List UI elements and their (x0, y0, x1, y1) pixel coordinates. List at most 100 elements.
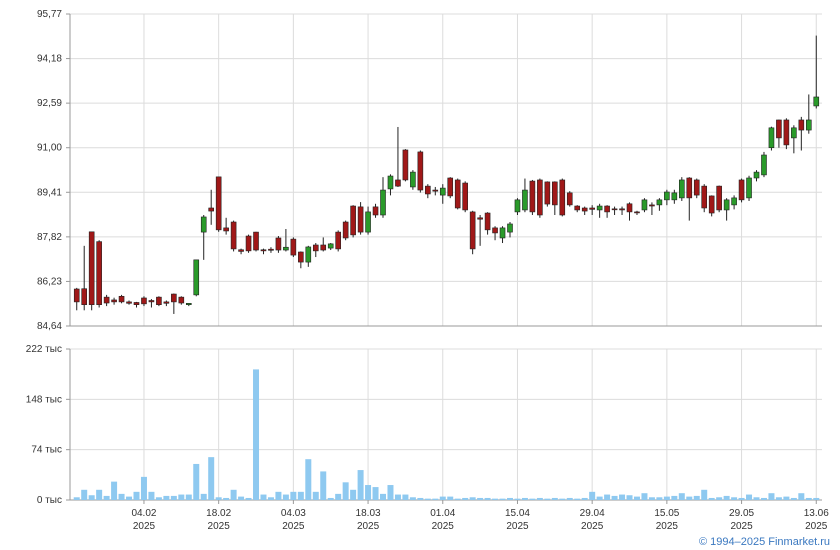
volume-bar (581, 497, 588, 500)
volume-bar (394, 494, 401, 500)
candle-body (73, 288, 80, 303)
volume-bar (805, 497, 812, 500)
candle-body (320, 244, 327, 251)
volume-bar (559, 498, 566, 500)
volume-bar (155, 497, 162, 500)
candle-body (447, 177, 454, 197)
volume-bar (723, 495, 730, 500)
volume-bar (320, 471, 327, 500)
volume-bar (462, 497, 469, 500)
volume-bar (566, 497, 573, 500)
volume-bar (409, 497, 416, 500)
volume-bar (148, 491, 155, 500)
candle-body (118, 295, 125, 303)
candle-body (454, 179, 461, 209)
volume-bar (619, 494, 626, 500)
volume-bar (432, 498, 439, 500)
candle-body (141, 297, 147, 305)
volume-bar (731, 497, 738, 500)
candle-body (619, 208, 625, 211)
volume-bar (73, 497, 80, 500)
volume-bar (589, 491, 596, 500)
x-tick-label: 04.03 2025 (281, 508, 306, 532)
volume-bar (245, 497, 252, 500)
candle-body (290, 238, 297, 256)
candle-body (425, 185, 431, 195)
candle-body (238, 249, 244, 252)
candle-body (716, 185, 722, 211)
volume-bar (813, 497, 820, 500)
volume-bar (521, 497, 528, 500)
candle-body (156, 296, 162, 305)
x-tick-label: 29.05 2025 (729, 508, 754, 532)
candle-body (529, 180, 536, 213)
volume-bar (327, 497, 334, 500)
volume-bar (768, 493, 775, 500)
candle-body (365, 211, 371, 233)
y-tick-label: 87,82 (37, 232, 62, 243)
volume-bar (506, 497, 513, 500)
candle-body (693, 179, 700, 196)
x-tick-label: 01.04 2025 (430, 508, 455, 532)
candle-body (686, 177, 693, 199)
volume-bar (387, 485, 394, 500)
volume-bar (357, 470, 364, 500)
candle-body (193, 259, 200, 296)
candle-body (387, 175, 394, 190)
y-tick-label: 86,23 (37, 276, 62, 287)
candle-body (723, 199, 730, 211)
candle-body (544, 181, 551, 205)
candle-body (499, 227, 506, 239)
y-tick-label: 84,64 (37, 321, 62, 332)
volume-bar (297, 491, 304, 500)
volume-bar (223, 497, 230, 500)
candle-body (798, 119, 805, 131)
volume-bar (499, 498, 506, 500)
volume-bar (671, 495, 678, 500)
volume-bar (424, 498, 431, 500)
candle-body (514, 199, 521, 213)
candle-body (111, 299, 117, 303)
volume-bar (798, 493, 805, 500)
volume-bar (365, 485, 372, 500)
candle-body (126, 301, 132, 304)
volume-bar (118, 493, 125, 500)
volume-bar (253, 369, 260, 500)
volume-bar (492, 498, 499, 500)
y-tick-label: 222 тыс (26, 344, 62, 355)
volume-bar (282, 494, 289, 500)
candle-body (708, 195, 715, 214)
volume-bar (790, 497, 797, 500)
volume-bar (290, 491, 297, 500)
volume-bar (312, 491, 319, 500)
candle-body (753, 171, 760, 179)
candle-body (432, 189, 439, 192)
candle-body (439, 187, 446, 196)
y-tick-label: 74 тыс (31, 445, 62, 456)
volume-bar (753, 497, 760, 500)
candle-body (783, 119, 790, 146)
candle-body (410, 171, 416, 188)
volume-bar (305, 459, 312, 500)
candle-body (185, 302, 192, 305)
volume-bar (447, 496, 454, 500)
volume-bar (335, 493, 342, 500)
volume-bar (170, 495, 177, 500)
candle-body (171, 293, 177, 303)
candle-body (163, 301, 170, 304)
candle-body (230, 221, 237, 250)
candle-body (761, 154, 767, 176)
candle-body (701, 185, 708, 209)
volume-bar (178, 494, 185, 500)
candle-body (492, 227, 498, 234)
volume-bar (544, 498, 551, 500)
candle-body (746, 177, 752, 199)
volume-bar (626, 495, 633, 500)
volume-bar (133, 491, 140, 500)
candle-body (671, 192, 678, 201)
volume-bar (738, 497, 745, 500)
x-tick-label: 18.03 2025 (356, 508, 381, 532)
candle-body (283, 246, 289, 251)
volume-bar (514, 498, 521, 500)
